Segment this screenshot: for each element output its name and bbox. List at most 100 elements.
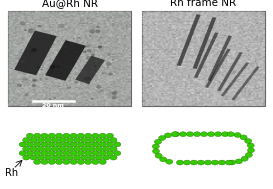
- Circle shape: [52, 138, 59, 143]
- Circle shape: [19, 151, 26, 156]
- Circle shape: [96, 146, 103, 151]
- Circle shape: [87, 91, 89, 93]
- Circle shape: [24, 29, 27, 31]
- Circle shape: [91, 98, 94, 100]
- Circle shape: [114, 151, 121, 156]
- Circle shape: [107, 67, 109, 68]
- Circle shape: [48, 160, 55, 164]
- Circle shape: [26, 133, 34, 138]
- Circle shape: [153, 149, 160, 154]
- Circle shape: [17, 84, 22, 87]
- Circle shape: [110, 138, 117, 143]
- Circle shape: [23, 138, 30, 143]
- Circle shape: [63, 142, 70, 147]
- Circle shape: [84, 76, 91, 81]
- Circle shape: [85, 160, 92, 164]
- Circle shape: [106, 62, 112, 66]
- Circle shape: [107, 53, 111, 56]
- Circle shape: [28, 29, 34, 33]
- Circle shape: [88, 82, 90, 84]
- Circle shape: [49, 65, 55, 69]
- Circle shape: [70, 151, 77, 156]
- Circle shape: [81, 138, 88, 143]
- Circle shape: [23, 155, 30, 160]
- Text: 20 nm: 20 nm: [42, 103, 64, 108]
- Circle shape: [92, 142, 99, 147]
- Circle shape: [111, 91, 118, 95]
- Circle shape: [37, 138, 44, 143]
- Circle shape: [54, 97, 56, 99]
- Circle shape: [99, 133, 106, 138]
- Circle shape: [44, 146, 52, 151]
- Circle shape: [106, 151, 114, 156]
- Circle shape: [59, 138, 66, 143]
- Circle shape: [247, 148, 254, 153]
- Circle shape: [186, 132, 194, 137]
- Circle shape: [247, 143, 254, 148]
- Circle shape: [92, 133, 99, 138]
- Circle shape: [176, 160, 183, 165]
- Circle shape: [99, 151, 106, 156]
- Polygon shape: [207, 35, 232, 81]
- Circle shape: [30, 146, 37, 151]
- Circle shape: [70, 160, 77, 164]
- Polygon shape: [221, 62, 249, 97]
- Circle shape: [99, 142, 106, 147]
- Circle shape: [41, 151, 48, 156]
- Circle shape: [97, 45, 102, 49]
- Circle shape: [23, 146, 30, 151]
- Circle shape: [89, 35, 91, 37]
- Circle shape: [66, 146, 73, 151]
- Circle shape: [59, 146, 66, 151]
- Circle shape: [111, 96, 116, 99]
- Circle shape: [63, 160, 70, 164]
- Circle shape: [21, 60, 25, 63]
- Circle shape: [96, 155, 103, 160]
- Circle shape: [83, 50, 87, 53]
- Circle shape: [44, 77, 49, 80]
- Circle shape: [25, 93, 28, 96]
- Circle shape: [22, 77, 28, 81]
- Circle shape: [37, 67, 40, 68]
- Circle shape: [36, 38, 39, 40]
- Circle shape: [85, 56, 91, 60]
- Circle shape: [41, 160, 48, 164]
- Polygon shape: [177, 14, 201, 66]
- Circle shape: [66, 155, 73, 160]
- Circle shape: [103, 138, 110, 143]
- Circle shape: [55, 151, 63, 156]
- Circle shape: [91, 54, 95, 57]
- Circle shape: [96, 138, 103, 143]
- Circle shape: [41, 142, 48, 147]
- Circle shape: [74, 155, 81, 160]
- Circle shape: [99, 160, 106, 164]
- Circle shape: [41, 69, 43, 70]
- FancyBboxPatch shape: [142, 11, 265, 106]
- Circle shape: [245, 153, 253, 157]
- Circle shape: [34, 151, 41, 156]
- Circle shape: [211, 160, 218, 165]
- Circle shape: [98, 46, 102, 48]
- Circle shape: [65, 42, 67, 44]
- Polygon shape: [45, 40, 86, 81]
- Circle shape: [49, 98, 51, 100]
- Polygon shape: [217, 52, 243, 91]
- Circle shape: [88, 146, 95, 151]
- Circle shape: [77, 133, 84, 138]
- Polygon shape: [232, 66, 260, 100]
- Circle shape: [106, 142, 114, 147]
- Circle shape: [77, 151, 84, 156]
- Circle shape: [245, 139, 252, 143]
- Circle shape: [94, 65, 97, 67]
- Circle shape: [200, 132, 207, 137]
- Circle shape: [63, 151, 70, 156]
- Circle shape: [159, 136, 166, 140]
- Circle shape: [44, 155, 52, 160]
- Polygon shape: [75, 56, 105, 84]
- Circle shape: [88, 155, 95, 160]
- Circle shape: [204, 160, 212, 165]
- Circle shape: [51, 71, 54, 73]
- Circle shape: [171, 132, 178, 137]
- Circle shape: [197, 160, 204, 165]
- Circle shape: [190, 160, 197, 165]
